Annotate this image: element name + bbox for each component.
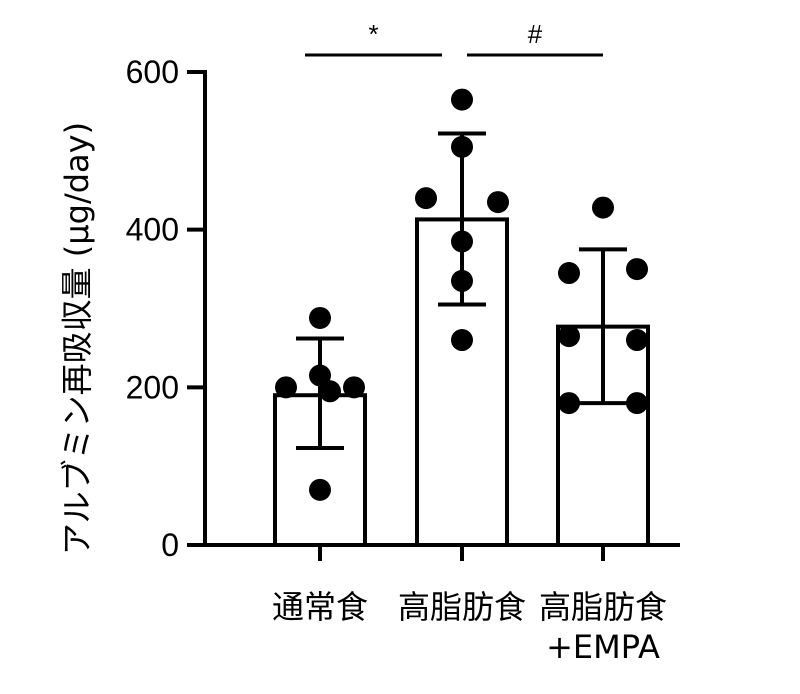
data-point [487, 191, 509, 214]
x-tick-label: 高脂肪食 [398, 588, 526, 626]
data-point [626, 258, 648, 281]
data-point [415, 187, 437, 210]
x-tick-label: +EMPA [546, 628, 660, 666]
data-point [592, 196, 614, 219]
data-point [451, 88, 473, 111]
y-tick-label: 600 [126, 54, 179, 90]
x-tick-label: 通常食 [272, 588, 368, 626]
y-tick-label: 0 [161, 527, 179, 563]
data-point [309, 306, 331, 329]
x-tick-label: 高脂肪食 [539, 588, 667, 626]
data-point [451, 269, 473, 292]
data-point [319, 380, 341, 403]
y-tick-label: 400 [126, 212, 179, 248]
significance-label: # [528, 19, 543, 49]
y-axis-label: アルブミン再吸収量 (μg/day) [58, 122, 96, 555]
data-point [275, 376, 297, 399]
data-point [558, 262, 580, 285]
data-point [558, 392, 580, 415]
data-point [309, 364, 331, 387]
data-point [451, 135, 473, 158]
significance-label: * [368, 19, 378, 49]
data-point [451, 230, 473, 253]
y-tick-label: 200 [126, 369, 179, 405]
data-point [451, 329, 473, 352]
data-point [558, 325, 580, 348]
data-point [626, 329, 648, 352]
data-point [343, 376, 365, 399]
data-point [309, 478, 331, 501]
data-point [626, 392, 648, 415]
